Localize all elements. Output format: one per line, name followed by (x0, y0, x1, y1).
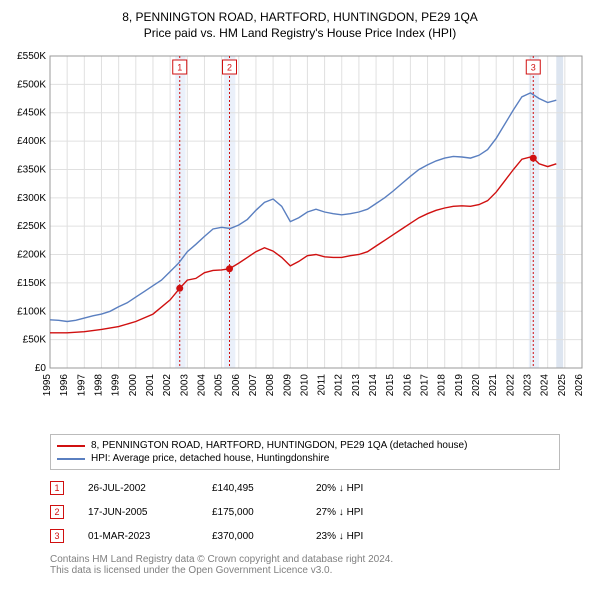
svg-text:2007: 2007 (248, 374, 259, 397)
legend-row-hpi: HPI: Average price, detached house, Hunt… (57, 452, 553, 465)
svg-text:2017: 2017 (420, 374, 431, 397)
chart-title-line1: 8, PENNINGTON ROAD, HARTFORD, HUNTINGDON… (8, 10, 592, 24)
svg-text:2009: 2009 (282, 374, 293, 397)
svg-text:2006: 2006 (231, 374, 242, 397)
svg-text:£0: £0 (35, 363, 47, 374)
footer-line1: Contains HM Land Registry data © Crown c… (50, 554, 560, 565)
legend: 8, PENNINGTON ROAD, HARTFORD, HUNTINGDON… (50, 434, 560, 470)
event-date: 01-MAR-2023 (88, 531, 188, 542)
svg-text:2010: 2010 (299, 374, 310, 397)
svg-text:2008: 2008 (265, 374, 276, 397)
event-row: 2 17-JUN-2005 £175,000 27% ↓ HPI (50, 500, 560, 524)
svg-text:£150K: £150K (17, 278, 46, 289)
svg-text:£200K: £200K (17, 250, 46, 261)
svg-text:2016: 2016 (402, 374, 413, 397)
legend-row-property: 8, PENNINGTON ROAD, HARTFORD, HUNTINGDON… (57, 439, 553, 452)
svg-text:2001: 2001 (145, 374, 156, 397)
footer: Contains HM Land Registry data © Crown c… (50, 554, 560, 576)
event-price: £175,000 (212, 507, 292, 518)
svg-text:2014: 2014 (368, 374, 379, 397)
chart-container: £0 £50K £100K £150K £200K £250K £300K £350K £400… (8, 48, 592, 428)
event-marker-icon: 2 (50, 505, 64, 519)
legend-label-hpi: HPI: Average price, detached house, Hunt… (91, 453, 329, 464)
event-row: 1 26-JUL-2002 £140,495 20% ↓ HPI (50, 476, 560, 500)
svg-text:2022: 2022 (505, 374, 516, 397)
svg-text:2024: 2024 (540, 374, 551, 397)
event-price: £370,000 (212, 531, 292, 542)
svg-text:£500K: £500K (17, 79, 46, 90)
svg-text:1999: 1999 (111, 374, 122, 397)
svg-text:£350K: £350K (17, 164, 46, 175)
event-date: 17-JUN-2005 (88, 507, 188, 518)
event-diff: 23% ↓ HPI (316, 531, 363, 542)
svg-text:2015: 2015 (385, 374, 396, 397)
svg-text:2019: 2019 (454, 374, 465, 397)
svg-text:2023: 2023 (523, 374, 534, 397)
svg-text:2026: 2026 (574, 374, 585, 397)
event-price: £140,495 (212, 483, 292, 494)
svg-text:2005: 2005 (214, 374, 225, 397)
event-date: 26-JUL-2002 (88, 483, 188, 494)
svg-text:1997: 1997 (76, 374, 87, 397)
svg-text:£550K: £550K (17, 51, 46, 62)
svg-text:2002: 2002 (162, 374, 173, 397)
svg-text:1: 1 (177, 62, 182, 72)
svg-text:2011: 2011 (317, 374, 328, 396)
svg-text:2020: 2020 (471, 374, 482, 397)
svg-text:2013: 2013 (351, 374, 362, 397)
event-marker-icon: 1 (50, 481, 64, 495)
svg-text:2000: 2000 (128, 374, 139, 397)
svg-text:1995: 1995 (42, 374, 53, 397)
svg-text:£400K: £400K (17, 136, 46, 147)
price-chart: £0 £50K £100K £150K £200K £250K £300K £350K £400… (8, 48, 592, 428)
svg-text:£450K: £450K (17, 108, 46, 119)
event-marker-icon: 3 (50, 529, 64, 543)
svg-text:3: 3 (531, 62, 536, 72)
svg-text:2021: 2021 (488, 374, 499, 397)
legend-label-property: 8, PENNINGTON ROAD, HARTFORD, HUNTINGDON… (91, 440, 467, 451)
legend-line-hpi (57, 458, 85, 460)
svg-text:2004: 2004 (196, 374, 207, 397)
svg-text:£250K: £250K (17, 221, 46, 232)
event-diff: 27% ↓ HPI (316, 507, 363, 518)
svg-text:£300K: £300K (17, 193, 46, 204)
svg-text:1996: 1996 (59, 374, 70, 397)
svg-text:£100K: £100K (17, 306, 46, 317)
events-table: 1 26-JUL-2002 £140,495 20% ↓ HPI 2 17-JUN-200… (50, 476, 560, 548)
footer-line2: This data is licensed under the Open Gov… (50, 565, 560, 576)
svg-text:2003: 2003 (179, 374, 190, 397)
legend-line-property (57, 445, 85, 447)
svg-text:2: 2 (227, 62, 232, 72)
svg-text:2018: 2018 (437, 374, 448, 397)
event-row: 3 01-MAR-2023 £370,000 23% ↓ HPI (50, 524, 560, 548)
event-diff: 20% ↓ HPI (316, 483, 363, 494)
svg-text:2025: 2025 (557, 374, 568, 397)
svg-text:£50K: £50K (23, 335, 47, 346)
chart-title-line2: Price paid vs. HM Land Registry's House … (8, 26, 592, 40)
svg-text:1998: 1998 (93, 374, 104, 397)
svg-text:2012: 2012 (334, 374, 345, 397)
